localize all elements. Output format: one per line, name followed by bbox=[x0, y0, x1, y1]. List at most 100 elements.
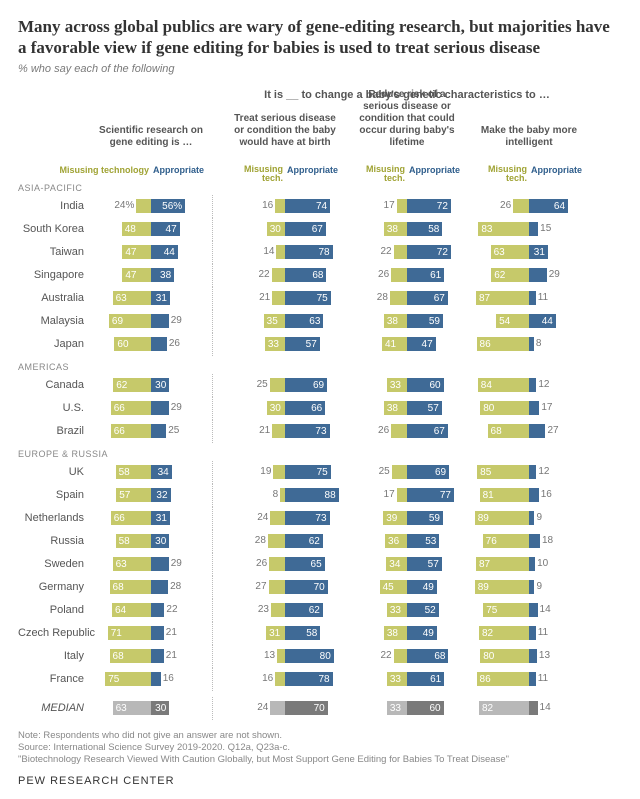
bar-cell: 3067 bbox=[224, 220, 346, 238]
bar-cell: 989 bbox=[468, 578, 590, 596]
bar-cell: 2667 bbox=[346, 422, 468, 440]
region-label: AMERICAS bbox=[18, 356, 622, 374]
legend-misusing-full: Misusing technology bbox=[59, 165, 149, 175]
bar-cell: 1681 bbox=[468, 486, 590, 504]
legend-misusing-short: Misusing tech. bbox=[361, 165, 405, 184]
bar-cell: 1777 bbox=[346, 486, 468, 504]
country-row: Canada6230 256933601284 bbox=[18, 374, 622, 397]
col-head-3: Make the baby more intelligent bbox=[468, 105, 590, 155]
bar-cell: 4147 bbox=[346, 335, 468, 353]
bar-cell: 3360 bbox=[346, 376, 468, 394]
country-label: Australia bbox=[18, 292, 90, 304]
column-divider bbox=[212, 484, 224, 507]
country-row: South Korea4847306738581583 bbox=[18, 218, 622, 241]
note-line: Note: Respondents who did not give an an… bbox=[18, 730, 622, 742]
col-head-2: Reduce risk of a serious disease or cond… bbox=[346, 105, 468, 155]
bar-cell: 6330 bbox=[90, 699, 212, 717]
column-divider bbox=[212, 507, 224, 530]
bar-cell: 1187 bbox=[468, 289, 590, 307]
bar-cell: 1772 bbox=[346, 197, 468, 215]
legend-misusing-short: Misusing tech. bbox=[483, 165, 527, 184]
country-row: Russia5830286236531876 bbox=[18, 530, 622, 553]
column-divider bbox=[212, 241, 224, 264]
country-label: Netherlands bbox=[18, 512, 90, 524]
bar-cell: 2661 bbox=[346, 266, 468, 284]
country-row: Germany2868 27704549989 bbox=[18, 576, 622, 599]
country-label: MEDIAN bbox=[18, 702, 90, 714]
bar-cell: 4549 bbox=[346, 578, 468, 596]
country-label: Germany bbox=[18, 581, 90, 593]
bar-cell: 3857 bbox=[346, 399, 468, 417]
column-divider bbox=[212, 697, 224, 720]
bar-cell: 4738 bbox=[90, 266, 212, 284]
bar-cell: 3352 bbox=[346, 601, 468, 619]
bar-cell: 2867 bbox=[346, 289, 468, 307]
country-label: Spain bbox=[18, 489, 90, 501]
bar-cell: 2168 bbox=[90, 647, 212, 665]
bar-cell: 3361 bbox=[346, 670, 468, 688]
column-divider bbox=[212, 287, 224, 310]
country-row: India24%56%167417722664 bbox=[18, 195, 622, 218]
country-row: Poland2264236233521475 bbox=[18, 599, 622, 622]
country-label: Taiwan bbox=[18, 246, 90, 258]
bar-cell: 1678 bbox=[224, 670, 346, 688]
chart-body: ASIA-PACIFICIndia24%56%167417722664South… bbox=[18, 177, 622, 720]
bar-cell: 2173 bbox=[224, 422, 346, 440]
bar-cell: 1780 bbox=[468, 399, 590, 417]
country-label: Malaysia bbox=[18, 315, 90, 327]
region-label: ASIA-PACIFIC bbox=[18, 177, 622, 195]
bar-cell: 1478 bbox=[224, 243, 346, 261]
country-label: Russia bbox=[18, 535, 90, 547]
column-divider bbox=[212, 420, 224, 443]
bar-cell: 2868 bbox=[90, 578, 212, 596]
country-label: Sweden bbox=[18, 558, 90, 570]
chart-title: Many across global publics are wary of g… bbox=[18, 16, 622, 59]
bar-cell: 3653 bbox=[346, 532, 468, 550]
note-line: Source: International Science Survey 201… bbox=[18, 742, 622, 754]
bar-cell: 2264 bbox=[90, 601, 212, 619]
country-row: Czech Republic2171315838491182 bbox=[18, 622, 622, 645]
legend-appropriate: Appropriate bbox=[287, 165, 338, 175]
column-divider bbox=[212, 397, 224, 420]
country-label: India bbox=[18, 200, 90, 212]
bar-cell: 1876 bbox=[468, 532, 590, 550]
bar-cell: 888 bbox=[224, 486, 346, 504]
bar-cell: 1284 bbox=[468, 376, 590, 394]
bar-cell: 3959 bbox=[346, 509, 468, 527]
bar-cell: 5732 bbox=[90, 486, 212, 504]
bar-cell: 1975 bbox=[224, 463, 346, 481]
bar-cell: 2665 bbox=[224, 555, 346, 573]
column-divider bbox=[212, 622, 224, 645]
bar-cell: 2566 bbox=[90, 422, 212, 440]
bar-cell: 1475 bbox=[468, 601, 590, 619]
column-divider bbox=[212, 218, 224, 241]
legend-appropriate: Appropriate bbox=[531, 165, 582, 175]
bar-cell: 6230 bbox=[90, 376, 212, 394]
bar-cell: 2268 bbox=[346, 647, 468, 665]
country-row: France1675167833611186 bbox=[18, 668, 622, 691]
bar-cell: 6331 bbox=[468, 243, 590, 261]
bar-cell: 2569 bbox=[224, 376, 346, 394]
bar-cell: 2473 bbox=[224, 509, 346, 527]
bar-cell: 3859 bbox=[346, 312, 468, 330]
chart-subtitle: % who say each of the following bbox=[18, 63, 622, 75]
bar-cell: 3457 bbox=[346, 555, 468, 573]
column-divider bbox=[212, 195, 224, 218]
median-row: MEDIAN6330247033601482 bbox=[18, 697, 622, 720]
bar-cell: 5444 bbox=[468, 312, 590, 330]
legend-row: Misusing technology Appropriate Misusing… bbox=[18, 155, 622, 175]
country-row: Malaysia2969356338595444 bbox=[18, 310, 622, 333]
bar-cell: 2966 bbox=[90, 399, 212, 417]
bar-cell: 6631 bbox=[90, 509, 212, 527]
footer-logo: PEW RESEARCH CENTER bbox=[18, 775, 622, 787]
bar-cell: 2770 bbox=[224, 578, 346, 596]
bar-cell: 3357 bbox=[224, 335, 346, 353]
country-label: France bbox=[18, 673, 90, 685]
country-label: Canada bbox=[18, 379, 90, 391]
bar-cell: 3849 bbox=[346, 624, 468, 642]
bar-cell: 886 bbox=[468, 335, 590, 353]
bar-cell: 3066 bbox=[224, 399, 346, 417]
country-label: Czech Republic bbox=[18, 627, 90, 639]
column-divider bbox=[212, 645, 224, 668]
region-label: EUROPE & RUSSIA bbox=[18, 443, 622, 461]
